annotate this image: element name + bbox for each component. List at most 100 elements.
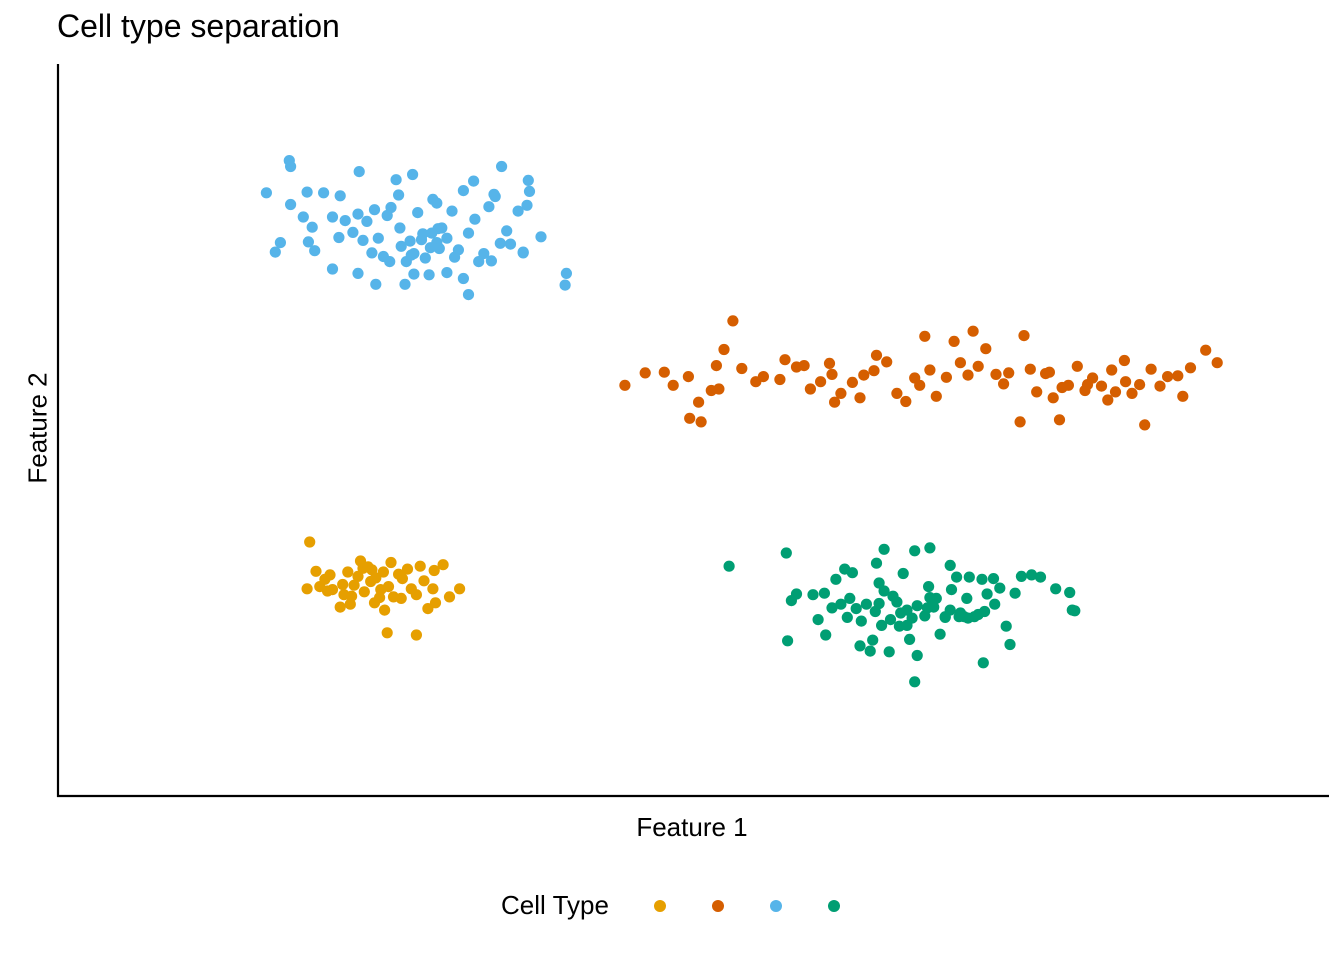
data-point	[962, 369, 974, 381]
data-point	[980, 343, 992, 355]
data-point	[979, 605, 991, 618]
series-3	[260, 155, 573, 301]
data-point	[1145, 363, 1157, 375]
data-point	[394, 222, 406, 234]
data-point	[478, 248, 490, 260]
data-point	[998, 378, 1010, 390]
data-point	[368, 204, 381, 216]
data-point	[930, 390, 942, 402]
data-point	[501, 225, 513, 237]
data-point	[1154, 380, 1166, 392]
data-point	[990, 368, 1002, 380]
data-point	[961, 592, 973, 605]
data-point	[619, 379, 631, 391]
data-point	[846, 376, 859, 388]
data-point	[713, 383, 725, 395]
data-point	[944, 559, 956, 572]
data-point	[723, 560, 735, 572]
data-point	[468, 175, 480, 187]
legend-dot-icon	[769, 899, 782, 912]
data-point	[414, 560, 426, 572]
data-point	[357, 234, 369, 246]
data-point	[428, 564, 440, 577]
data-point	[884, 614, 897, 626]
data-point	[408, 268, 420, 280]
data-point	[504, 238, 517, 250]
data-point	[334, 190, 346, 202]
data-point	[429, 597, 442, 609]
data-point	[887, 590, 899, 602]
series-2	[619, 315, 1223, 431]
data-point	[431, 197, 443, 209]
data-point	[867, 634, 879, 646]
data-point	[914, 379, 926, 391]
data-point	[994, 582, 1006, 594]
data-point	[820, 629, 832, 641]
data-point	[454, 583, 466, 595]
legend-dot-icon	[711, 899, 724, 912]
data-point	[523, 185, 536, 197]
data-point	[422, 603, 434, 615]
data-point	[1134, 379, 1146, 391]
data-point	[923, 581, 935, 593]
data-point	[560, 267, 573, 279]
data-point	[954, 607, 967, 619]
data-point	[835, 387, 847, 399]
data-point	[517, 246, 529, 258]
data-point	[441, 232, 453, 244]
data-point	[1043, 366, 1055, 378]
data-point	[804, 383, 817, 395]
data-point	[302, 236, 314, 248]
data-point	[457, 272, 469, 285]
data-point	[449, 251, 461, 263]
data-point	[1211, 357, 1223, 369]
data-point	[326, 211, 339, 223]
data-point	[934, 628, 946, 640]
data-point	[919, 330, 931, 342]
data-point	[354, 555, 367, 567]
data-point	[260, 187, 272, 199]
data-point	[423, 269, 435, 281]
data-point	[1064, 586, 1076, 599]
data-point	[815, 376, 827, 388]
data-point	[924, 364, 936, 376]
data-point	[1071, 360, 1083, 372]
data-point	[417, 228, 429, 240]
data-point	[1004, 638, 1016, 651]
data-point	[850, 603, 862, 615]
legend-title: Cell Type	[501, 890, 609, 920]
data-point	[639, 367, 651, 379]
data-point	[274, 237, 286, 249]
data-point	[873, 577, 885, 589]
data-point	[826, 368, 838, 380]
data-point	[457, 185, 469, 197]
data-point	[426, 227, 438, 239]
data-point	[385, 556, 397, 569]
data-point	[881, 356, 893, 368]
data-point	[987, 573, 1000, 585]
data-point	[779, 354, 791, 366]
data-point	[366, 247, 378, 259]
data-point	[469, 213, 481, 225]
data-point	[1162, 371, 1174, 383]
data-point	[1120, 376, 1132, 388]
data-point	[405, 249, 417, 261]
data-point	[473, 256, 485, 268]
data-point	[718, 343, 730, 356]
data-point	[418, 575, 430, 587]
data-point	[390, 174, 402, 186]
data-point	[374, 592, 386, 604]
chart-title: Cell type separation	[57, 8, 340, 44]
data-point	[324, 569, 336, 581]
data-point	[348, 579, 360, 591]
data-point	[304, 536, 316, 548]
data-point	[972, 360, 984, 372]
data-point	[437, 559, 449, 571]
legend-key-1	[631, 896, 689, 916]
data-point	[921, 602, 934, 614]
data-point	[1009, 587, 1021, 599]
data-point	[446, 205, 458, 217]
data-point	[891, 387, 903, 399]
data-point	[695, 416, 707, 428]
data-point	[352, 267, 364, 279]
